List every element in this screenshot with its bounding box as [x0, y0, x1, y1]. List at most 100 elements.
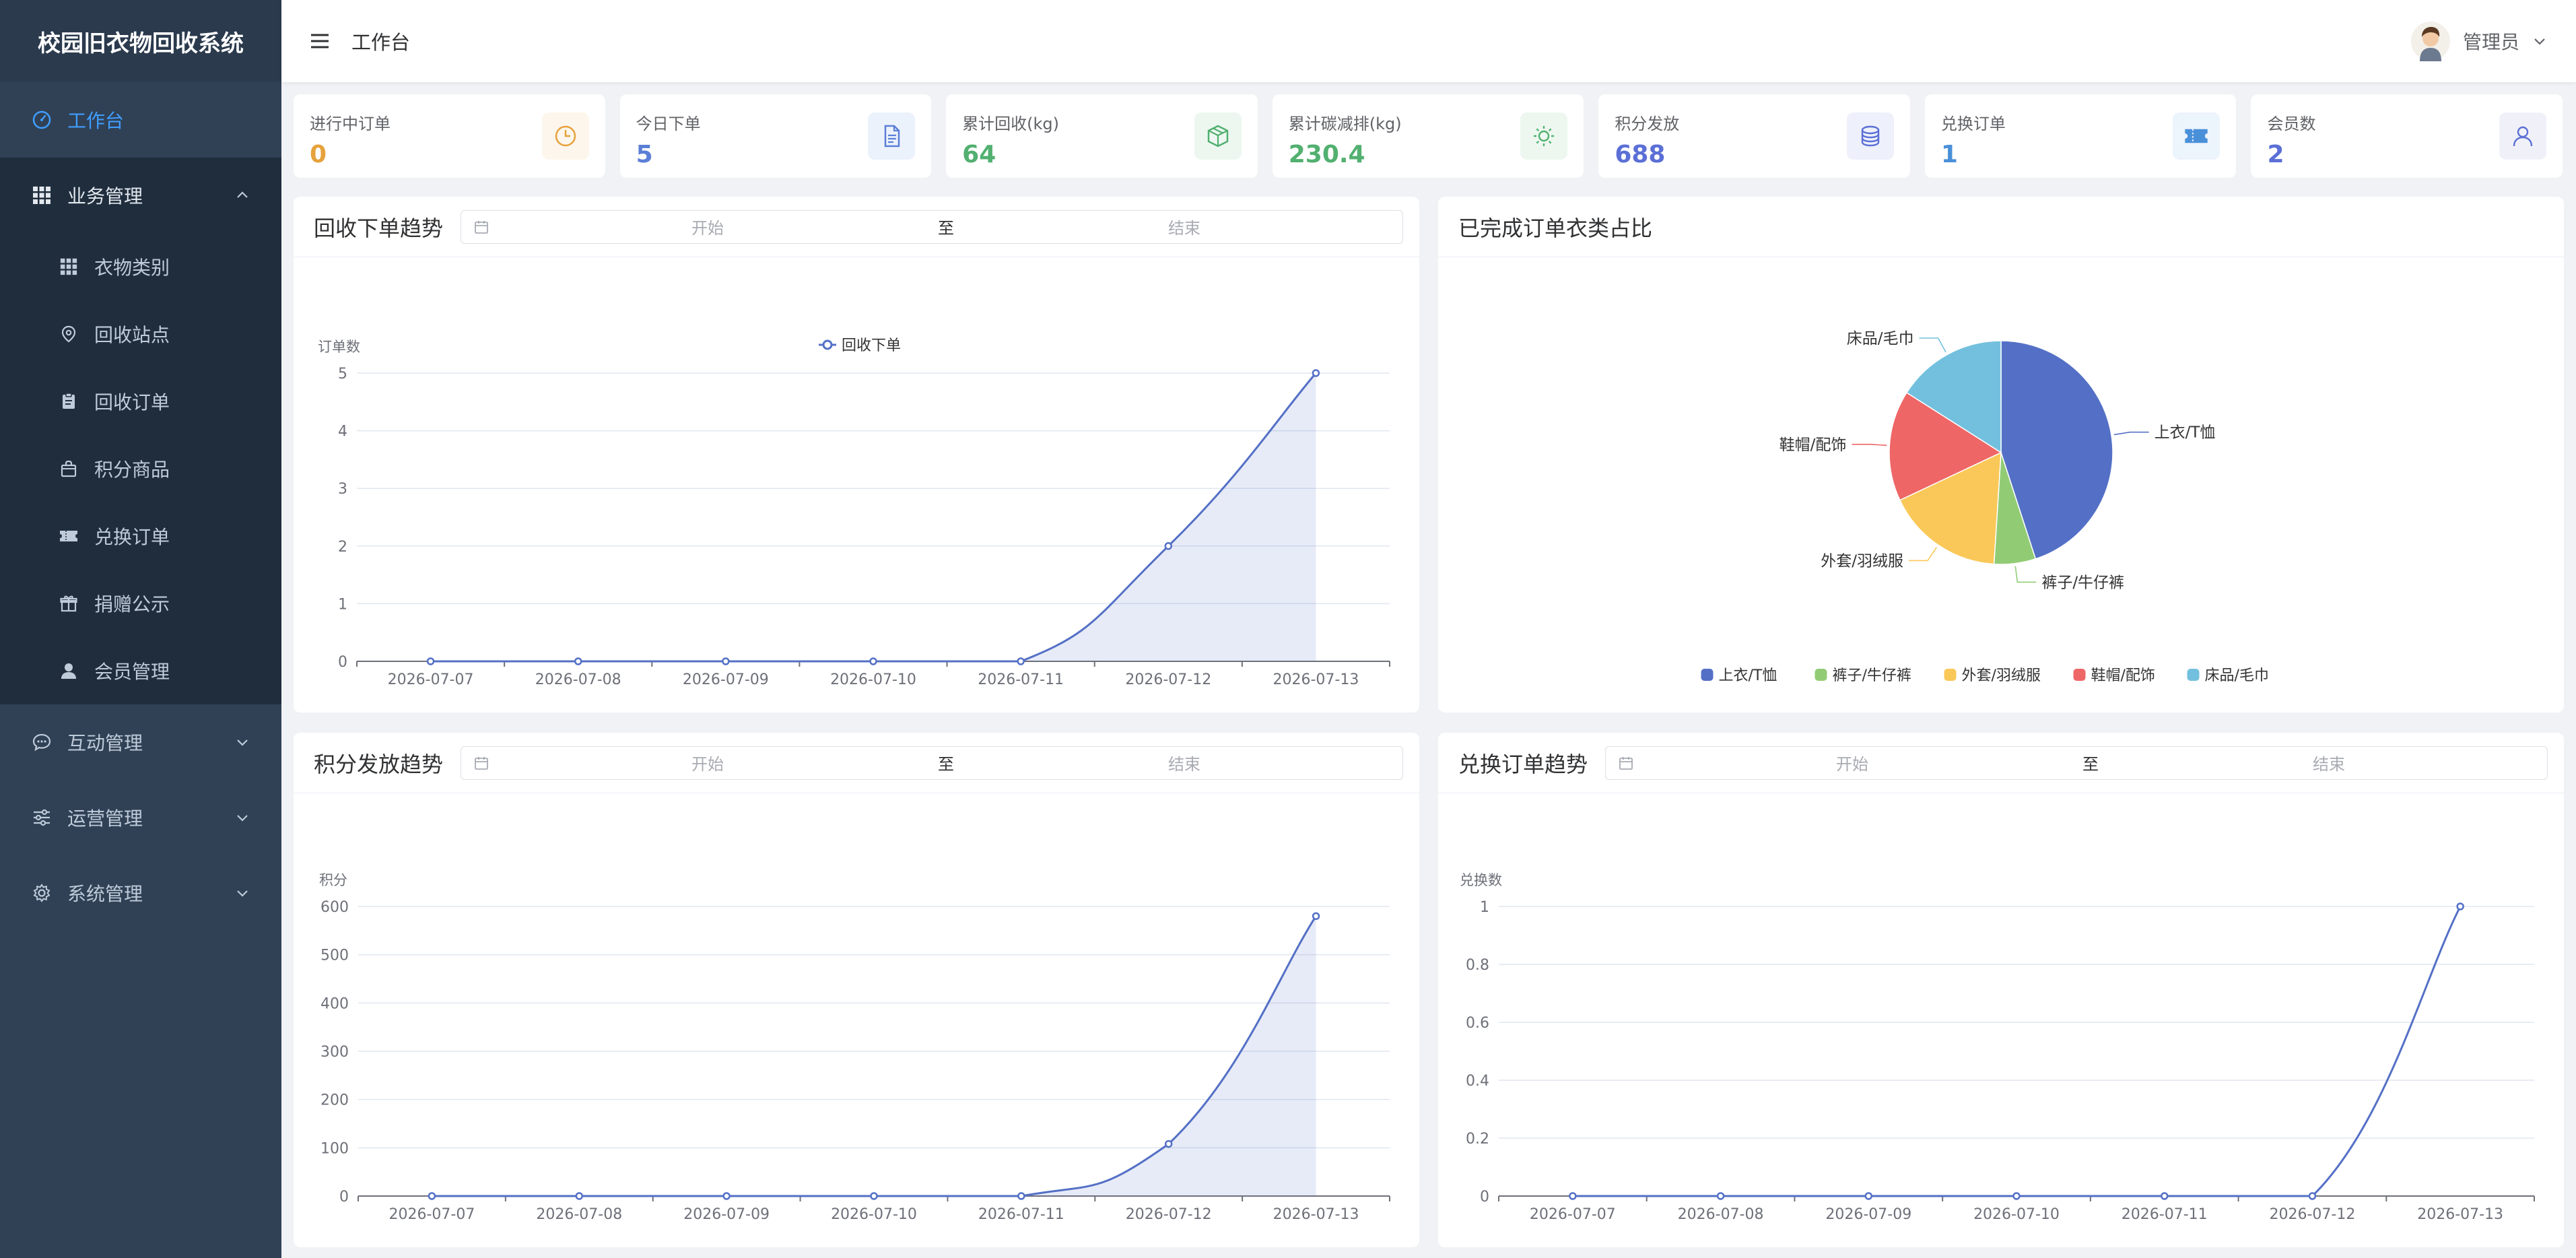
date-end-input[interactable]: 结束 — [2313, 755, 2346, 774]
legend-swatch — [1815, 669, 1827, 681]
data-point — [870, 1192, 878, 1200]
data-point — [1164, 542, 1173, 550]
x-tick-label: 2026-07-09 — [683, 671, 769, 688]
date-end-input[interactable]: 结束 — [1168, 755, 1201, 774]
date-range-picker[interactable]: 开始 至 结束 — [461, 209, 1404, 244]
panel-header: 已完成订单衣类占比 — [1438, 197, 2564, 257]
sidebar-item-recycle-station[interactable]: 回收站点 — [0, 300, 281, 368]
date-range-picker[interactable]: 开始 至 结束 — [461, 746, 1404, 780]
sidebar-group-label: 系统管理 — [67, 883, 143, 905]
date-range-separator: 至 — [938, 755, 955, 774]
legend-label: 床品/毛巾 — [2205, 667, 2269, 684]
sidebar-item-clothing-category[interactable]: 衣物类别 — [0, 233, 281, 300]
y-tick-label: 1 — [338, 596, 347, 613]
user-icon — [2499, 112, 2547, 160]
data-point — [426, 657, 435, 665]
data-point — [1017, 1192, 1025, 1200]
y-tick-label: 5 — [338, 366, 347, 383]
grid-icon — [58, 256, 79, 277]
y-tick-label: 0.2 — [1466, 1131, 1489, 1148]
sidebar-item-label: 回收站点 — [94, 324, 170, 346]
exchange-trend-chart: 兑换数 0 0.2 0.4 0.6 0.8 1 2026-07-07 2026-07-08 202… — [1460, 872, 2535, 1223]
user-icon — [58, 660, 79, 682]
x-tick-label: 2026-07-09 — [683, 1206, 770, 1223]
sidebar-group-interaction[interactable]: 互动管理 — [0, 704, 281, 780]
sun-icon — [1520, 112, 1568, 160]
sidebar-item-exchange-orders[interactable]: 兑换订单 — [0, 502, 281, 570]
x-tick-label: 2026-07-11 — [2122, 1206, 2208, 1223]
chevron-down-icon — [237, 739, 248, 746]
data-point — [1312, 912, 1320, 921]
pie-slice — [1889, 392, 2002, 501]
panel-title: 回收下单趋势 — [314, 215, 444, 241]
document-icon — [868, 112, 916, 160]
x-tick-label: 2026-07-08 — [1678, 1206, 1764, 1223]
sidebar-item-points-goods[interactable]: 积分商品 — [0, 435, 281, 502]
x-tick-label: 2026-07-12 — [1125, 671, 1211, 688]
x-tick-label: 2026-07-11 — [978, 671, 1064, 688]
sidebar-item-dashboard[interactable]: 工作台 — [0, 82, 281, 158]
sidebar-item-recycle-orders[interactable]: 回收订单 — [0, 368, 281, 435]
hamburger-icon[interactable] — [308, 30, 331, 53]
date-end-input[interactable]: 结束 — [1168, 219, 1201, 238]
calendar-icon — [475, 756, 488, 770]
stat-card-carbon-reduction: 累计碳减排(kg) 230.4 — [1272, 94, 1584, 178]
date-range-separator: 至 — [2082, 755, 2099, 774]
box-icon — [1194, 112, 1242, 160]
pie-slice — [2000, 340, 2113, 560]
y-tick-label: 0 — [1480, 1189, 1489, 1205]
data-point — [722, 1192, 731, 1200]
y-tick-label: 1 — [1480, 899, 1489, 916]
sidebar-item-member-management[interactable]: 会员管理 — [0, 637, 281, 704]
sidebar-group-business[interactable]: 业务管理 — [0, 158, 281, 233]
submenu-business: 衣物类别 回收站点 回收订单 积分商品 兑换订单 — [0, 233, 281, 704]
panel-exchange-trend: 兑换订单趋势 开始 至 结束 兑换数 0 0.2 0.4 0.6 0.8 1 2026-07-… — [1438, 733, 2564, 1247]
y-tick-label: 300 — [320, 1044, 349, 1061]
sidebar-group-label: 业务管理 — [67, 185, 143, 207]
stat-label: 会员数 — [2267, 114, 2316, 133]
x-tick-label: 2026-07-09 — [1825, 1206, 1911, 1223]
date-start-input[interactable]: 开始 — [691, 219, 724, 238]
sidebar-group-label: 互动管理 — [67, 732, 143, 754]
sidebar-item-donation-notice[interactable]: 捐赠公示 — [0, 570, 281, 637]
pie-label: 上衣/T恤 — [2155, 424, 2216, 442]
clock-icon — [541, 112, 589, 160]
stat-card-points-issued: 积分发放 688 — [1598, 94, 1910, 178]
sidebar-group-operations[interactable]: 运营管理 — [0, 780, 281, 855]
date-start-input[interactable]: 开始 — [1836, 755, 1869, 774]
x-tick-label: 2026-07-10 — [1973, 1206, 2060, 1223]
y-tick-label: 2 — [338, 539, 347, 556]
user-menu[interactable]: 管理员 — [2410, 0, 2549, 82]
series-line — [432, 915, 1317, 1197]
pie-label-line — [1919, 337, 1946, 353]
chevron-down-icon — [237, 890, 248, 897]
data-point — [2308, 1192, 2317, 1200]
pie-label-line — [2113, 431, 2149, 436]
sliders-icon — [31, 807, 53, 828]
y-tick-label: 0 — [338, 654, 347, 671]
chat-bubble-icon — [31, 731, 53, 753]
top-header: 工作台 管理员 — [281, 0, 2576, 82]
x-tick-label: 2026-07-10 — [831, 1206, 917, 1223]
legend-label: 裤子/牛仔裤 — [1833, 667, 1911, 684]
date-start-input[interactable]: 开始 — [691, 755, 724, 774]
stat-label: 兑换订单 — [1940, 114, 2006, 133]
sidebar-group-system[interactable]: 系统管理 — [0, 855, 281, 931]
pie-label-line — [1908, 547, 1938, 562]
panel-title: 已完成订单衣类占比 — [1458, 215, 1653, 241]
y-tick-label: 0.6 — [1466, 1015, 1489, 1032]
y-tick-label: 0.4 — [1466, 1073, 1489, 1090]
date-range-picker[interactable]: 开始 至 结束 — [1605, 746, 2548, 780]
panel-title: 积分发放趋势 — [314, 751, 444, 777]
gear-icon — [31, 882, 53, 904]
sidebar-item-label: 会员管理 — [94, 661, 170, 683]
date-range-separator: 至 — [938, 219, 955, 238]
breadcrumb[interactable]: 工作台 — [351, 31, 411, 54]
sidebar-item-label: 工作台 — [67, 110, 125, 132]
data-point — [2012, 1192, 2021, 1200]
y-tick-label: 3 — [338, 481, 347, 498]
data-point — [869, 657, 877, 665]
calendar-icon — [1619, 756, 1633, 770]
legend-swatch — [1944, 669, 1957, 681]
